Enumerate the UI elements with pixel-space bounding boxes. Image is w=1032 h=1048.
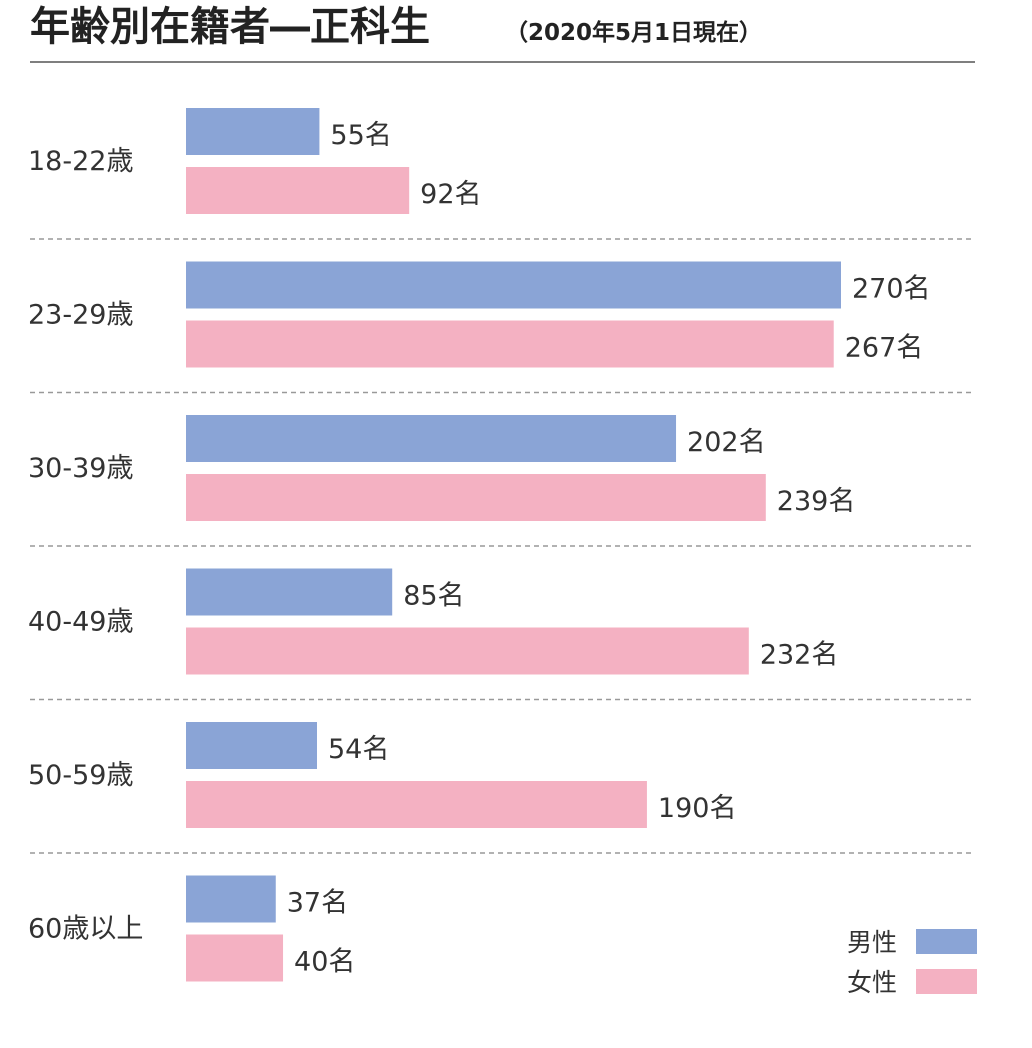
- legend-label: 女性: [847, 968, 897, 997]
- bar: [186, 627, 749, 675]
- category-label: 23-29歳: [28, 300, 133, 331]
- bar: [186, 320, 834, 368]
- category-label: 40-49歳: [28, 607, 133, 638]
- bar: [186, 568, 393, 616]
- legend-label: 男性: [847, 928, 897, 957]
- bar-groups: 18-22歳 55名 92名 23-29歳 270名 267名 30-39歳 202名 239名…: [28, 108, 975, 982]
- data-label: 37名: [287, 888, 348, 919]
- data-label: 55名: [330, 120, 391, 151]
- data-label: 267名: [845, 333, 924, 364]
- legend-swatch: [916, 969, 977, 994]
- data-label: 54名: [328, 734, 389, 765]
- bar: [186, 474, 766, 521]
- bar: [186, 261, 841, 309]
- data-label: 239名: [777, 486, 856, 517]
- legend-swatch: [916, 929, 977, 954]
- data-label: 40名: [294, 947, 355, 978]
- bar-group: 60歳以上 37名 40名: [28, 875, 355, 982]
- chart-title: 年齢別在籍者―正科生: [30, 4, 430, 50]
- bar-group: 23-29歳 270名 267名: [28, 261, 975, 394]
- bar: [186, 167, 410, 214]
- bar-group: 50-59歳 54名 190名: [28, 722, 975, 854]
- data-label: 85名: [403, 581, 464, 612]
- data-label: 202名: [687, 427, 766, 458]
- bar-group: 30-39歳 202名 239名: [28, 415, 975, 547]
- bar: [186, 415, 677, 462]
- legend-item: 男性: [847, 928, 977, 957]
- bar: [186, 722, 317, 769]
- category-label: 50-59歳: [28, 760, 133, 791]
- category-label: 30-39歳: [28, 453, 133, 484]
- bar: [186, 781, 647, 828]
- bar-group: 40-49歳 85名 232名: [28, 568, 975, 701]
- legend-item: 女性: [847, 968, 977, 997]
- bar: [186, 934, 284, 982]
- data-label: 190名: [658, 793, 737, 824]
- chart-subtitle: （2020年5月1日現在）: [505, 19, 762, 46]
- data-label: 232名: [760, 640, 839, 671]
- category-label: 18-22歳: [28, 146, 133, 177]
- bar-group: 18-22歳 55名 92名: [28, 108, 975, 240]
- data-label: 270名: [852, 274, 931, 305]
- category-label: 60歳以上: [28, 914, 143, 945]
- bar: [186, 875, 276, 923]
- bar: [186, 108, 320, 155]
- data-label: 92名: [420, 179, 481, 210]
